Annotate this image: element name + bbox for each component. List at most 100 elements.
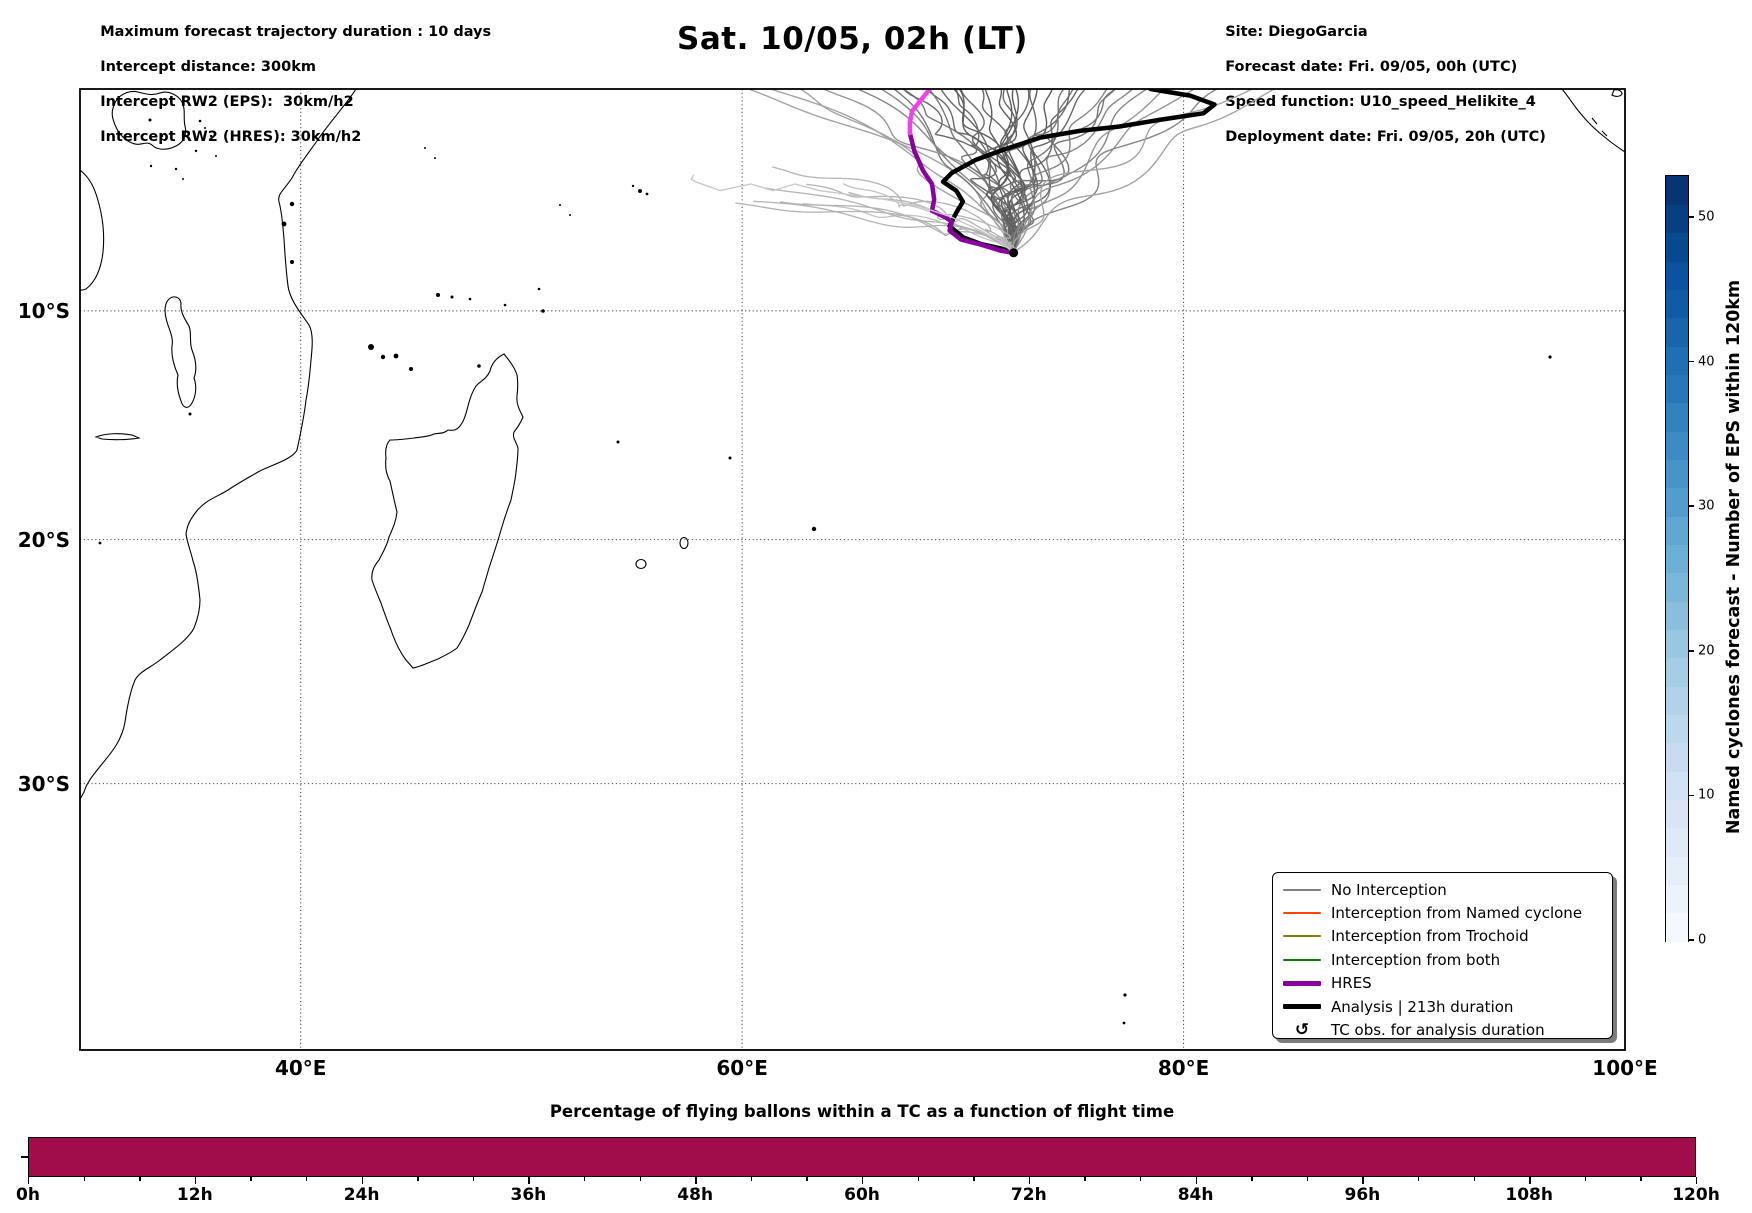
island-dot bbox=[174, 167, 178, 171]
island-dot bbox=[1548, 355, 1552, 359]
eps-member-trajectory bbox=[735, 202, 1018, 254]
bottom-chart-minor-tick bbox=[639, 1177, 641, 1181]
colorbar-step bbox=[1666, 317, 1688, 347]
island-dot bbox=[380, 354, 386, 360]
eps-member-trajectory bbox=[772, 166, 1016, 254]
island-dot bbox=[559, 204, 561, 206]
colorbar-tick-label: 30 bbox=[1698, 498, 1715, 514]
bottom-chart-major-tick bbox=[1195, 1177, 1197, 1184]
eps-member-trajectory bbox=[902, 89, 1020, 254]
eps-member-trajectory bbox=[1012, 89, 1134, 254]
island-dot bbox=[368, 344, 374, 350]
island-dot bbox=[436, 293, 440, 297]
bottom-chart-tick-label: 0h bbox=[16, 1185, 40, 1205]
island-dot bbox=[537, 287, 541, 291]
tc-percentage-bar bbox=[28, 1137, 1696, 1177]
eps-member-trajectory bbox=[848, 191, 1015, 254]
island-dot bbox=[434, 157, 436, 159]
colorbar-step bbox=[1666, 402, 1688, 432]
island-dot bbox=[149, 164, 153, 168]
bottom-chart-major-tick bbox=[361, 1177, 363, 1184]
island-dot bbox=[477, 364, 481, 368]
legend-line-sample bbox=[1283, 935, 1321, 938]
y-tick-label: 30°S bbox=[17, 771, 70, 796]
bottom-chart-minor-tick bbox=[472, 1177, 475, 1181]
legend-line-sample bbox=[1283, 980, 1321, 986]
legend-entry: ↺ TC obs. for analysis duration bbox=[1283, 1018, 1612, 1041]
bottom-chart-minor-tick bbox=[1418, 1177, 1420, 1181]
bottom-chart-minor-tick bbox=[973, 1177, 975, 1181]
y-tick-label: 10°S bbox=[17, 298, 70, 323]
legend-entry: Interception from Trochoid bbox=[1283, 925, 1612, 948]
bottom-chart-tick-label: 60h bbox=[844, 1185, 880, 1205]
coastline bbox=[80, 89, 357, 801]
bottom-chart-title: Percentage of flying ballons within a TC… bbox=[549, 1102, 1175, 1121]
deployment-date-line: Deployment date: Fri. 09/05, 20h (UTC) bbox=[1225, 128, 1546, 145]
bottom-chart-tick-label: 72h bbox=[1010, 1185, 1047, 1205]
eps-member-trajectory bbox=[953, 89, 1018, 254]
bottom-chart-minor-tick bbox=[1306, 1177, 1309, 1181]
colorbar-tick-label: 0 bbox=[1698, 932, 1707, 948]
eps-member-trajectory bbox=[753, 200, 1015, 254]
colorbar-step bbox=[1666, 884, 1688, 914]
island-dot bbox=[811, 526, 817, 532]
colorbar-step bbox=[1666, 232, 1688, 262]
eps-member-trajectory bbox=[1012, 89, 1275, 254]
colorbar-step bbox=[1666, 629, 1688, 659]
colorbar-tick bbox=[1688, 505, 1694, 507]
y-tick-label: 20°S bbox=[17, 527, 70, 552]
eps-member-trajectory bbox=[1012, 89, 1195, 254]
site-info-block: Site: DiegoGarcia Forecast date: Fri. 09… bbox=[1205, 6, 1546, 164]
island-mauritius bbox=[679, 536, 689, 550]
bottom-chart-tick-label: 84h bbox=[1177, 1185, 1214, 1205]
speed-function-line: Speed function: U10_speed_Helikite_4 bbox=[1225, 93, 1536, 110]
legend-swatch bbox=[1283, 888, 1321, 891]
legend-entry: Interception from Named cyclone bbox=[1283, 901, 1612, 924]
bottom-chart-tick-label: 120h bbox=[1672, 1185, 1720, 1205]
legend-label: Interception from both bbox=[1331, 950, 1501, 969]
legend-entry: Interception from both bbox=[1283, 948, 1612, 971]
island-dot bbox=[424, 147, 426, 149]
island-dot bbox=[289, 201, 295, 207]
eps-member-trajectory bbox=[769, 89, 1015, 254]
bottom-chart-major-tick bbox=[1529, 1177, 1531, 1184]
bottom-chart-minor-tick bbox=[83, 1177, 85, 1181]
colorbar-tick-label: 20 bbox=[1698, 643, 1715, 659]
island-dot bbox=[188, 412, 192, 416]
island-dot bbox=[290, 260, 294, 264]
coastline bbox=[1561, 89, 1625, 153]
legend-line-sample bbox=[1283, 958, 1321, 961]
bottom-chart-tick-label: 108h bbox=[1505, 1185, 1553, 1205]
legend-line-sample bbox=[1283, 888, 1321, 891]
colorbar-step bbox=[1666, 487, 1688, 517]
bottom-chart-tick-label: 96h bbox=[1344, 1185, 1381, 1205]
island-dot bbox=[645, 192, 649, 196]
max-duration-line: Maximum forecast trajectory duration : 1… bbox=[100, 23, 492, 40]
island-dot bbox=[215, 155, 217, 157]
colorbar-tick bbox=[1688, 360, 1694, 363]
bottom-chart-minor-tick bbox=[917, 1177, 919, 1181]
legend-swatch bbox=[1283, 912, 1321, 915]
legend-entry: HRES bbox=[1283, 972, 1612, 995]
legend-label: Analysis | 213h duration bbox=[1331, 997, 1514, 1016]
bottom-chart-minor-tick bbox=[306, 1177, 308, 1181]
island-dot bbox=[209, 134, 213, 138]
island-dot bbox=[204, 127, 206, 129]
colorbar-step bbox=[1666, 374, 1688, 404]
forecast-parameters-block: Maximum forecast trajectory duration : 1… bbox=[80, 6, 491, 164]
eps-member-trajectory bbox=[799, 89, 1015, 254]
legend-line-sample bbox=[1283, 912, 1321, 915]
island-dot bbox=[160, 134, 164, 138]
bottom-chart-minor-tick bbox=[1473, 1177, 1475, 1181]
eps-member-trajectory bbox=[1012, 89, 1148, 254]
island-dot bbox=[148, 118, 152, 122]
legend-swatch bbox=[1283, 935, 1321, 938]
coastline bbox=[1611, 89, 1623, 97]
legend-entry: No Interception bbox=[1283, 878, 1612, 901]
island-dot bbox=[450, 295, 454, 299]
legend-swatch bbox=[1283, 980, 1321, 986]
colorbar-step bbox=[1666, 572, 1688, 602]
coastline bbox=[80, 169, 105, 291]
